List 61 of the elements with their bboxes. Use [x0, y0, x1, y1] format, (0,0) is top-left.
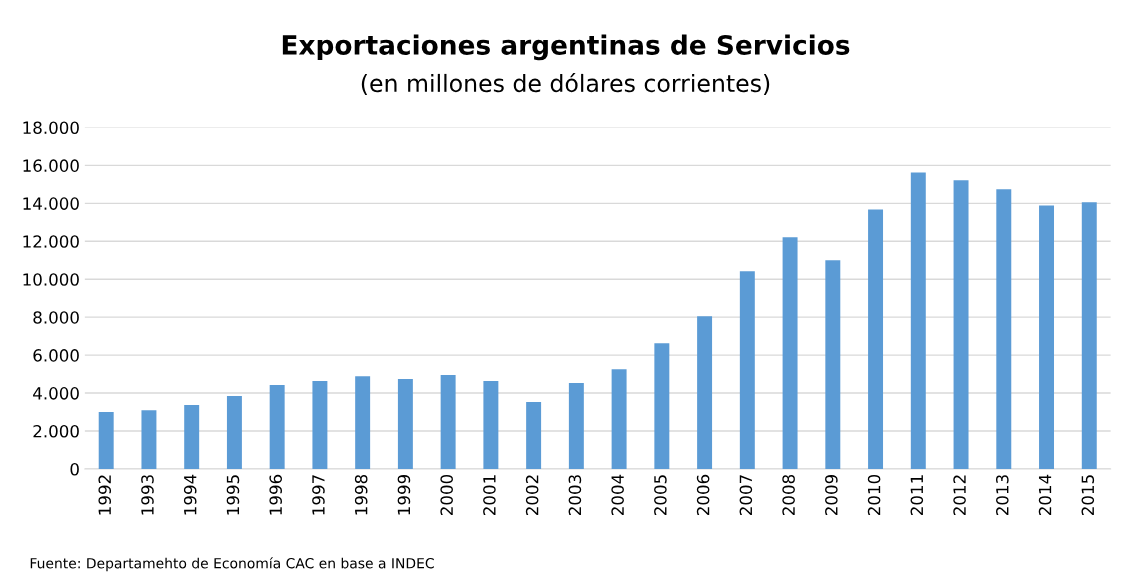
x-tick-label: 2005 — [654, 475, 667, 516]
bar — [269, 385, 285, 469]
y-tick-label: 6.000 — [33, 349, 79, 362]
x-tick-label: 2001 — [483, 475, 496, 516]
x-tick-label: 1992 — [98, 475, 112, 515]
x-tick-label: 2015 — [1081, 475, 1095, 516]
x-tick-label: 2012 — [953, 475, 966, 516]
y-tick-label: 18.000 — [23, 121, 79, 134]
bar — [312, 381, 328, 469]
y-tick-label: 12.000 — [23, 235, 79, 248]
bar — [98, 412, 114, 469]
x-tick-label: 2011 — [910, 475, 924, 516]
bar — [697, 316, 713, 469]
x-tick-label: 2006 — [696, 474, 710, 516]
y-tick-label: 0 — [70, 462, 79, 476]
bar — [1039, 205, 1055, 469]
x-tick-label: 2010 — [867, 474, 881, 516]
bar — [868, 209, 884, 469]
bar — [910, 172, 926, 469]
bar — [654, 343, 670, 469]
bar — [526, 401, 542, 469]
y-tick-label: 10.000 — [23, 273, 79, 286]
bar — [996, 189, 1012, 469]
bar — [355, 376, 371, 469]
bar — [483, 381, 499, 469]
x-tick-label: 1997 — [312, 475, 325, 515]
bar — [397, 379, 413, 469]
x-tick-label: 1994 — [183, 474, 197, 515]
bar — [739, 271, 755, 469]
chart-subtitle: (en millones de dólares corrientes) — [361, 72, 770, 95]
x-tick-label: 1996 — [269, 474, 282, 515]
x-tick-label: 2002 — [525, 475, 539, 516]
bar — [1081, 202, 1097, 469]
x-tick-label: 2009 — [825, 474, 838, 516]
source-note: Fuente: Departamehto de Economía CAC en base a INDEC — [30, 557, 434, 572]
x-tick-label: 1999 — [397, 474, 411, 515]
bar — [611, 369, 627, 469]
bar — [184, 405, 200, 469]
x-tick-label: 2004 — [611, 474, 624, 516]
y-tick-label: 4.000 — [33, 387, 79, 400]
y-tick-label: 8.000 — [33, 311, 79, 324]
x-tick-label: 2013 — [996, 475, 1009, 516]
x-tick-label: 1993 — [141, 475, 154, 515]
bar — [226, 396, 242, 469]
x-tick-label: 1995 — [226, 475, 240, 515]
bar — [568, 383, 584, 469]
x-tick-label: 2008 — [782, 474, 795, 516]
bar — [440, 375, 456, 469]
bar — [141, 410, 157, 469]
x-tick-label: 2007 — [739, 475, 753, 516]
y-tick-label: 14.000 — [23, 197, 79, 210]
y-tick-label: 16.000 — [23, 159, 79, 172]
x-tick-label: 2000 — [440, 474, 453, 516]
bar — [825, 260, 841, 469]
x-tick-label: 2003 — [568, 475, 582, 516]
y-tick-label: 2.000 — [33, 424, 79, 438]
x-tick-label: 1998 — [354, 474, 368, 515]
x-tick-label: 2014 — [1038, 474, 1052, 516]
bar — [953, 180, 969, 469]
bar — [782, 237, 798, 469]
chart-title: Exportaciones argentinas de Servicios — [282, 34, 850, 61]
